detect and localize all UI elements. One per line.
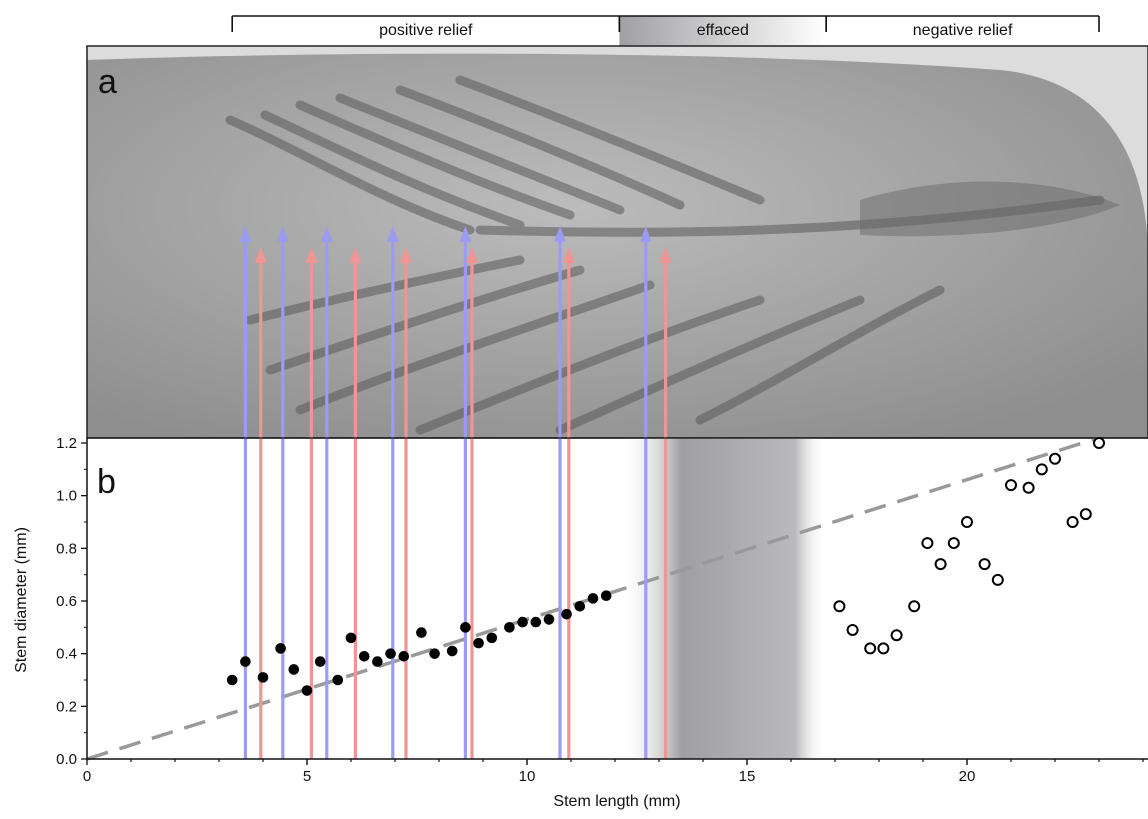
- data-point-filled: [345, 632, 357, 644]
- data-point-filled: [358, 651, 370, 662]
- data-point-open: [921, 537, 934, 550]
- region-brackets: positive relief effaced negative relief: [231, 15, 1100, 46]
- data-point-open: [890, 629, 903, 642]
- red-arrow-head: [305, 247, 318, 263]
- red-arrow-head: [562, 247, 575, 263]
- data-point-open: [846, 623, 859, 636]
- y-tick-label: 1.2: [56, 435, 77, 452]
- data-point-open: [877, 642, 890, 655]
- region-label: effaced: [697, 22, 749, 39]
- panel-b-letter: b: [97, 463, 116, 501]
- effaced-band: [619, 438, 827, 759]
- blue-arrow-head: [239, 226, 252, 242]
- data-point-filled: [385, 648, 396, 659]
- x-tick-label: 10: [519, 768, 536, 785]
- data-point-filled: [288, 664, 300, 675]
- data-point-filled: [240, 656, 251, 667]
- y-tick-label: 1.0: [56, 488, 77, 505]
- data-point-filled: [398, 651, 410, 662]
- x-tick-label: 15: [739, 768, 756, 785]
- data-point-open: [1093, 437, 1105, 449]
- data-points: [226, 437, 1105, 696]
- data-point-filled: [301, 685, 313, 696]
- data-point-filled: [504, 622, 515, 633]
- data-point-open: [991, 573, 1004, 586]
- blue-arrow-head: [276, 226, 289, 242]
- data-point-filled: [600, 590, 612, 602]
- y-tick-label: 0.4: [56, 646, 77, 663]
- data-point-open: [961, 516, 973, 528]
- red-arrow-head: [400, 247, 412, 263]
- data-point-filled: [561, 608, 572, 620]
- data-point-open: [978, 558, 991, 571]
- panel-a-letter: a: [98, 63, 117, 101]
- data-point-filled: [543, 614, 555, 625]
- data-point-filled: [257, 672, 269, 683]
- data-point-open: [1079, 508, 1092, 521]
- data-point-filled: [332, 674, 344, 686]
- panel-a-photo: [87, 46, 1148, 438]
- data-point-open: [1005, 479, 1017, 492]
- x-axis-title: Stem length (mm): [553, 793, 680, 810]
- x-tick-label: 5: [303, 768, 311, 785]
- data-point-open: [1035, 463, 1048, 476]
- data-point-open: [1066, 516, 1079, 528]
- blue-arrow-head: [386, 226, 399, 242]
- data-point-filled: [372, 656, 383, 667]
- data-point-filled: [416, 627, 427, 638]
- red-arrow-head: [659, 247, 672, 263]
- data-point-open: [833, 600, 846, 613]
- y-tick-label: 0.8: [56, 540, 77, 557]
- blue-arrow-head: [554, 226, 566, 242]
- data-point-open: [947, 537, 960, 550]
- data-point-filled: [446, 645, 458, 657]
- data-point-filled: [486, 632, 498, 644]
- data-point-filled: [226, 674, 238, 686]
- region-effaced-shade: [619, 16, 827, 46]
- data-point-open: [934, 558, 947, 571]
- x-tick-label: 20: [959, 768, 976, 785]
- data-point-filled: [530, 616, 542, 628]
- red-arrow-head: [254, 247, 267, 263]
- x-tick-label: 0: [83, 768, 91, 785]
- data-point-filled: [460, 622, 471, 633]
- data-point-filled: [473, 637, 484, 649]
- data-point-filled: [587, 593, 599, 604]
- data-point-filled: [429, 648, 440, 659]
- y-tick-label: 0.0: [56, 751, 77, 768]
- plot-axes: 0.0 0.2 0.4 0.6 0.8 1.0 1.2 0 5 10 15 20: [56, 435, 1148, 785]
- y-tick-label: 0.6: [56, 593, 77, 610]
- region-label: negative relief: [913, 22, 1013, 39]
- data-point-open: [864, 642, 877, 655]
- data-point-filled: [275, 643, 286, 654]
- blue-arrow-head: [639, 226, 652, 242]
- blue-arrow-head: [459, 226, 472, 242]
- red-arrow-head: [466, 247, 478, 263]
- blue-arrow-head: [320, 226, 333, 242]
- data-point-filled: [574, 600, 586, 612]
- data-point-filled: [517, 616, 528, 628]
- data-point-open: [908, 600, 921, 613]
- data-point-filled: [314, 656, 326, 667]
- plot-background: [619, 438, 827, 759]
- y-tick-label: 0.2: [56, 698, 77, 715]
- data-point-open: [1022, 481, 1035, 494]
- red-arrow-head: [349, 247, 362, 263]
- y-axis-title: Stem diameter (mm): [13, 527, 30, 673]
- region-label: positive relief: [379, 22, 473, 39]
- data-point-open: [1049, 452, 1061, 465]
